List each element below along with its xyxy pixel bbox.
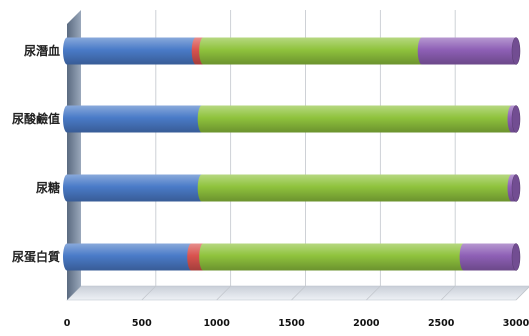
bar-body	[199, 243, 468, 271]
gridline-floor	[366, 285, 381, 301]
bar-segment-0-3	[417, 37, 520, 65]
category-label: 尿潛血	[24, 43, 60, 58]
bar-segment-2-0	[63, 174, 206, 202]
x-tick-label: 1500	[278, 318, 305, 329]
x-tick-label: 500	[132, 318, 152, 329]
bar-segment-0-2	[199, 37, 426, 65]
x-tick-label: 0	[64, 318, 71, 329]
bar-segment-3-3	[459, 243, 520, 271]
bar-segment-1-0	[63, 105, 206, 133]
bar-segment-3-2	[199, 243, 468, 271]
bar-body	[63, 37, 200, 65]
bar-body	[199, 37, 426, 65]
gridline-floor	[216, 285, 231, 301]
gridline-floor	[141, 285, 157, 301]
bar-end-cap	[511, 174, 521, 202]
x-tick-label: 2500	[428, 318, 455, 329]
x-tick-label: 1000	[203, 318, 230, 329]
bar-body	[459, 243, 520, 271]
bar-segment-0-0	[63, 37, 200, 65]
category-label: 尿蛋白質	[12, 249, 60, 264]
category-label: 尿酸鹼值	[12, 111, 60, 126]
category-label: 尿糖	[36, 180, 60, 195]
bar-body	[197, 174, 516, 202]
bar-end-cap	[511, 37, 521, 65]
chart-side-wall	[67, 10, 81, 300]
bar-segment-2-2	[197, 174, 516, 202]
bar-end-cap	[511, 105, 521, 133]
bar-segment-3-0	[63, 243, 196, 271]
x-tick-label: 2000	[353, 318, 380, 329]
bar-segment-1-2	[197, 105, 516, 133]
gridline-floor	[515, 286, 529, 301]
x-tick-label: 3000	[503, 318, 529, 329]
bar-body	[417, 37, 520, 65]
bar-body	[63, 105, 206, 133]
gridline-floor	[440, 285, 456, 301]
bar-body	[197, 105, 516, 133]
bar-body	[63, 174, 206, 202]
bar-end-cap	[511, 243, 521, 271]
gridline-floor	[291, 285, 306, 301]
bar-body	[63, 243, 196, 271]
